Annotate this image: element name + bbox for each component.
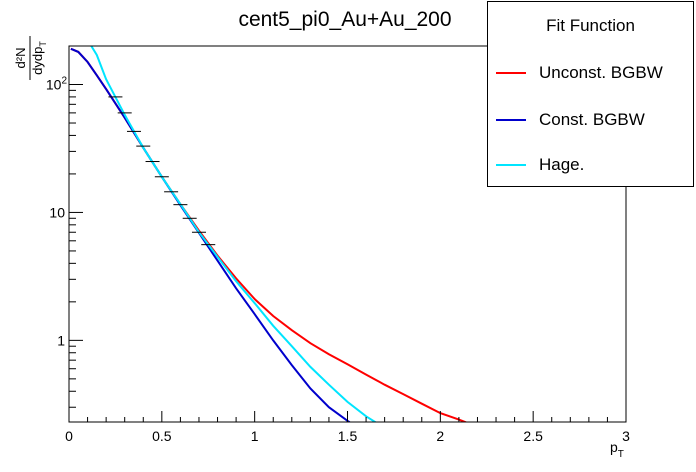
x-tick-label: 1: [251, 428, 259, 444]
y-tick-label-exponent: 2: [61, 76, 67, 87]
x-tick-label: 3: [622, 428, 630, 444]
x-axis-label: pT: [610, 439, 624, 460]
y-axis-label-denominator-text: dydp: [30, 47, 45, 75]
legend-swatch-hage: [496, 164, 526, 166]
chart-title: cent5_pi0_Au+Au_200: [238, 8, 451, 31]
y-tick-label: 102: [46, 76, 68, 93]
legend-label-unconst-bgbw: Unconst. BGBW: [539, 63, 663, 82]
legend-label-hage: Hage.: [539, 155, 585, 174]
legend-label-const-bgbw: Const. BGBW: [539, 110, 645, 129]
x-axis-label-text: p: [610, 439, 618, 455]
x-tick-label: 2.5: [523, 428, 543, 444]
y-axis-label-subscript: T: [38, 41, 48, 47]
y-axis-label: d²N dydpT: [13, 36, 48, 80]
y-axis-label-denominator: dydpT: [30, 41, 48, 75]
legend-title: Fit Function: [546, 16, 635, 35]
y-tick-label: 10: [49, 204, 65, 220]
series-line-unconst-bgbw: [70, 47, 468, 422]
x-tick-label: 0: [65, 428, 73, 444]
legend-swatch-const-bgbw: [496, 119, 526, 121]
y-axis-label-numerator: d²N: [13, 48, 28, 69]
legend-swatch-unconst-bgbw: [496, 72, 526, 74]
x-tick-label: 2: [436, 428, 444, 444]
x-tick-label: 1.5: [338, 428, 358, 444]
y-tick-label: 1: [57, 332, 65, 348]
series-line-hage: [90, 46, 378, 422]
x-tick-label: 0.5: [152, 428, 172, 444]
legend: Fit Function Unconst. BGBW Const. BGBW H…: [487, 1, 694, 187]
x-axis-label-subscript: T: [618, 449, 624, 460]
